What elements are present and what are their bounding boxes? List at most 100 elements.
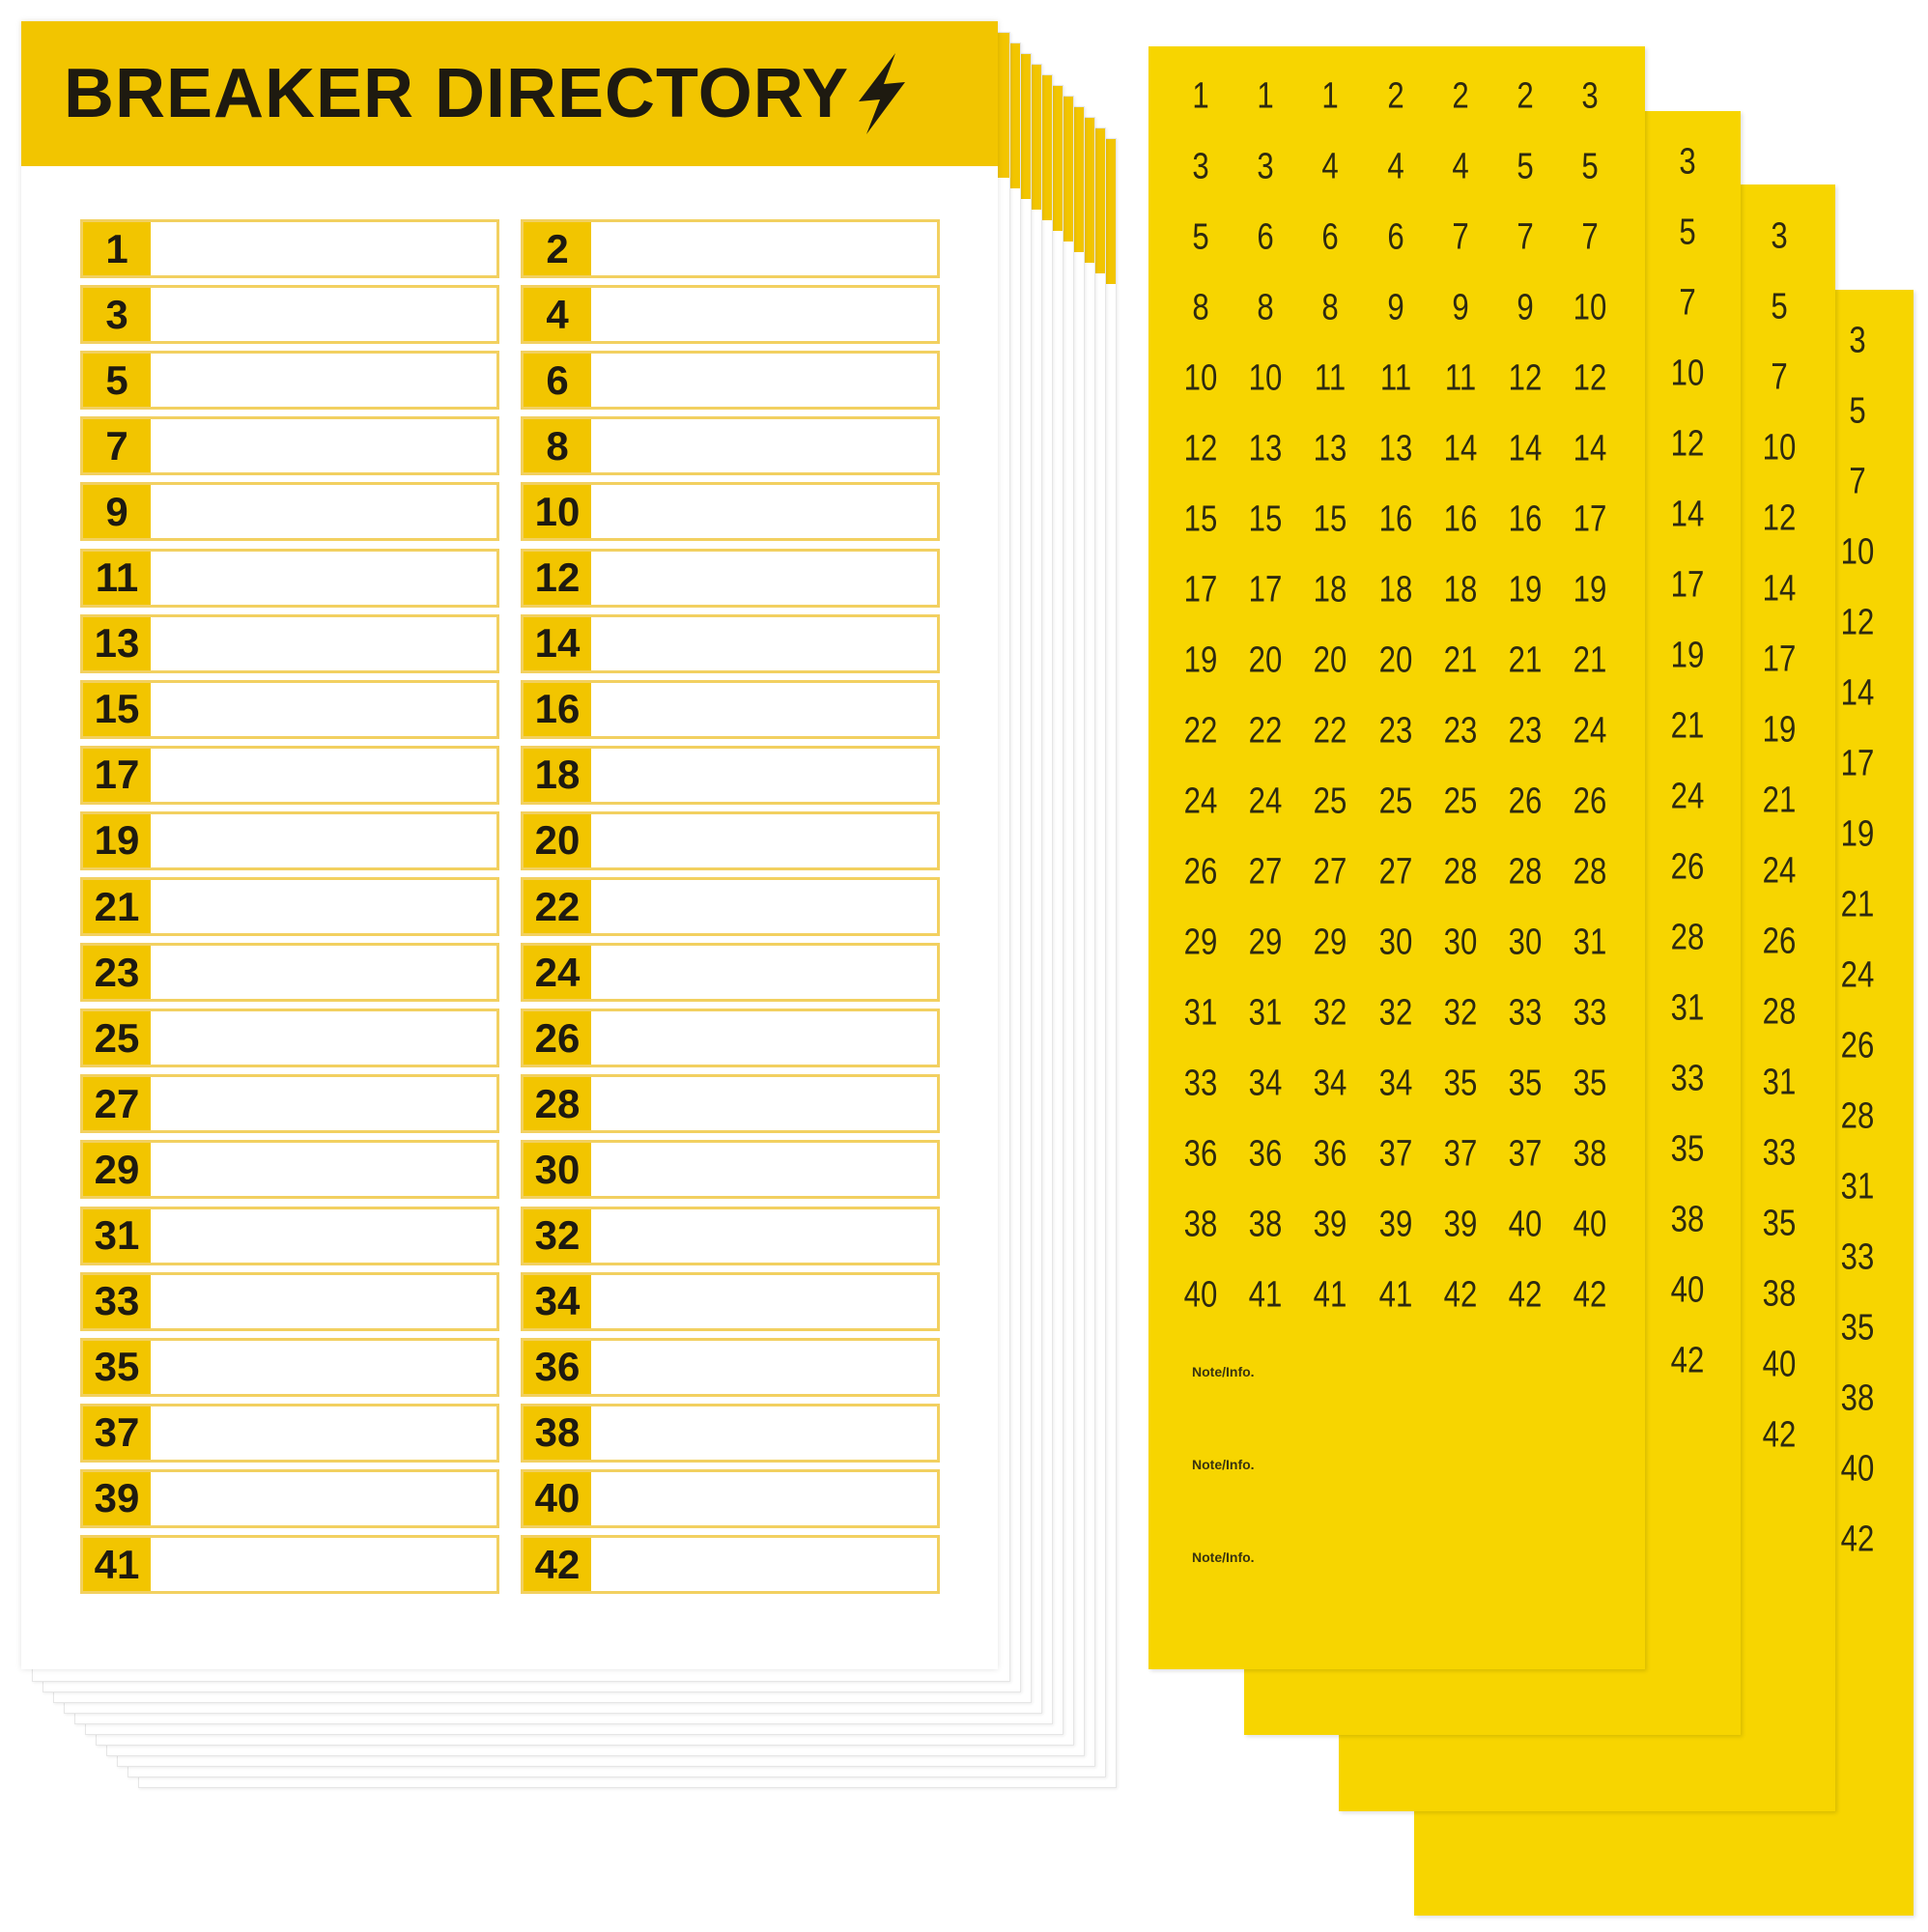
number-sticker: 40 xyxy=(1508,1204,1543,1245)
circuit-label-field[interactable] xyxy=(151,354,496,408)
circuit-label-field[interactable] xyxy=(591,1274,937,1328)
number-sticker: 32 xyxy=(1443,992,1478,1034)
circuit-label-field[interactable] xyxy=(151,1143,496,1197)
circuit-label-field[interactable] xyxy=(591,946,937,1000)
circuit-label-field[interactable] xyxy=(591,419,937,473)
number-sticker: 3 xyxy=(1192,146,1209,187)
circuit-number: 2 xyxy=(524,222,591,275)
circuit-label-field[interactable] xyxy=(151,880,496,933)
number-sticker: 12 xyxy=(1573,357,1607,399)
directory-row: 41 xyxy=(80,1535,499,1594)
circuit-label-field[interactable] xyxy=(591,222,937,275)
directory-row: 39 xyxy=(80,1468,499,1528)
number-sticker: 26 xyxy=(1670,846,1705,888)
circuit-label-field[interactable] xyxy=(591,682,937,736)
circuit-label-field[interactable] xyxy=(151,748,496,802)
circuit-label-field[interactable] xyxy=(591,551,937,605)
circuit-label-field[interactable] xyxy=(591,880,937,933)
circuit-label-field[interactable] xyxy=(151,419,496,473)
circuit-label-field[interactable] xyxy=(151,813,496,867)
directory-row: 12 xyxy=(521,548,940,608)
number-sticker: 26 xyxy=(1762,921,1797,962)
number-sticker: 3 xyxy=(1581,75,1599,117)
circuit-label-field[interactable] xyxy=(591,1208,937,1263)
number-sticker: 20 xyxy=(1314,639,1347,681)
circuit-number: 10 xyxy=(524,485,591,539)
circuit-label-field[interactable] xyxy=(591,1340,937,1394)
circuit-label-field[interactable] xyxy=(591,1406,937,1460)
number-sticker: 42 xyxy=(1840,1519,1875,1560)
number-sticker: 1 xyxy=(1192,75,1209,117)
number-sticker: 21 xyxy=(1508,639,1543,681)
number-sticker: 40 xyxy=(1670,1269,1705,1311)
directory-row: 30 xyxy=(521,1140,940,1200)
directory-row: 15 xyxy=(80,679,499,739)
number-sticker: 24 xyxy=(1762,850,1797,892)
number-sticker: 42 xyxy=(1762,1414,1797,1456)
number-sticker: 18 xyxy=(1378,569,1412,611)
circuit-number: 9 xyxy=(83,485,151,539)
circuit-label-field[interactable] xyxy=(151,946,496,1000)
number-sticker: 21 xyxy=(1573,639,1607,681)
circuit-label-field[interactable] xyxy=(151,616,496,670)
number-sticker: 33 xyxy=(1573,992,1607,1034)
circuit-label-field[interactable] xyxy=(591,616,937,670)
number-sticker: 41 xyxy=(1314,1274,1347,1316)
number-sticker: 28 xyxy=(1443,851,1478,893)
number-sticker: 8 xyxy=(1192,287,1209,328)
circuit-label-field[interactable] xyxy=(151,1077,496,1131)
number-sticker: 38 xyxy=(1183,1204,1218,1245)
circuit-label-field[interactable] xyxy=(591,748,937,802)
directory-row: 27 xyxy=(80,1074,499,1134)
number-sticker: 7 xyxy=(1849,461,1866,502)
number-sticker: 35 xyxy=(1840,1307,1875,1349)
circuit-label-field[interactable] xyxy=(151,1471,496,1525)
directory-row: 40 xyxy=(521,1468,940,1528)
circuit-label-field[interactable] xyxy=(591,1538,937,1591)
number-sticker: 35 xyxy=(1573,1063,1607,1104)
circuit-number: 13 xyxy=(83,616,151,670)
directory-row: 8 xyxy=(521,416,940,476)
number-sticker: 9 xyxy=(1452,287,1469,328)
number-sticker: 6 xyxy=(1321,216,1340,258)
circuit-label-field[interactable] xyxy=(151,1406,496,1460)
number-sticker: 40 xyxy=(1762,1344,1797,1385)
number-sticker: 17 xyxy=(1183,569,1218,611)
circuit-label-field[interactable] xyxy=(591,1077,937,1131)
number-sticker: 37 xyxy=(1443,1133,1478,1175)
number-sticker: 42 xyxy=(1508,1274,1543,1316)
number-sticker: 16 xyxy=(1378,498,1412,540)
circuit-label-field[interactable] xyxy=(591,1471,937,1525)
circuit-label-field[interactable] xyxy=(151,1340,496,1394)
circuit-label-field[interactable] xyxy=(151,1274,496,1328)
number-sticker: 19 xyxy=(1183,639,1218,681)
circuit-label-field[interactable] xyxy=(151,222,496,275)
circuit-label-field[interactable] xyxy=(591,354,937,408)
circuit-label-field[interactable] xyxy=(151,1011,496,1065)
directory-row: 10 xyxy=(521,482,940,542)
number-sticker: 22 xyxy=(1183,710,1218,752)
number-sticker: 36 xyxy=(1248,1133,1283,1175)
circuit-label-field[interactable] xyxy=(591,288,937,342)
circuit-label-field[interactable] xyxy=(151,1538,496,1591)
number-sticker: 33 xyxy=(1670,1058,1705,1099)
circuit-number: 34 xyxy=(524,1274,591,1328)
circuit-label-field[interactable] xyxy=(591,813,937,867)
circuit-label-field[interactable] xyxy=(151,682,496,736)
number-sticker: 6 xyxy=(1386,216,1404,258)
number-sticker: 7 xyxy=(1517,216,1534,258)
circuit-label-field[interactable] xyxy=(591,485,937,539)
circuit-label-field[interactable] xyxy=(151,1208,496,1263)
circuit-label-field[interactable] xyxy=(591,1143,937,1197)
circuit-label-field[interactable] xyxy=(151,485,496,539)
number-sticker: 4 xyxy=(1452,146,1469,187)
circuit-label-field[interactable] xyxy=(151,551,496,605)
number-sticker: 28 xyxy=(1670,917,1705,958)
number-sticker: 14 xyxy=(1443,428,1478,469)
circuit-label-field[interactable] xyxy=(591,1011,937,1065)
number-sticker: 21 xyxy=(1443,639,1478,681)
circuit-label-field[interactable] xyxy=(151,288,496,342)
circuit-number: 37 xyxy=(83,1406,151,1460)
note-info-label: Note/Info. xyxy=(1192,1364,1255,1379)
number-sticker: 12 xyxy=(1508,357,1543,399)
